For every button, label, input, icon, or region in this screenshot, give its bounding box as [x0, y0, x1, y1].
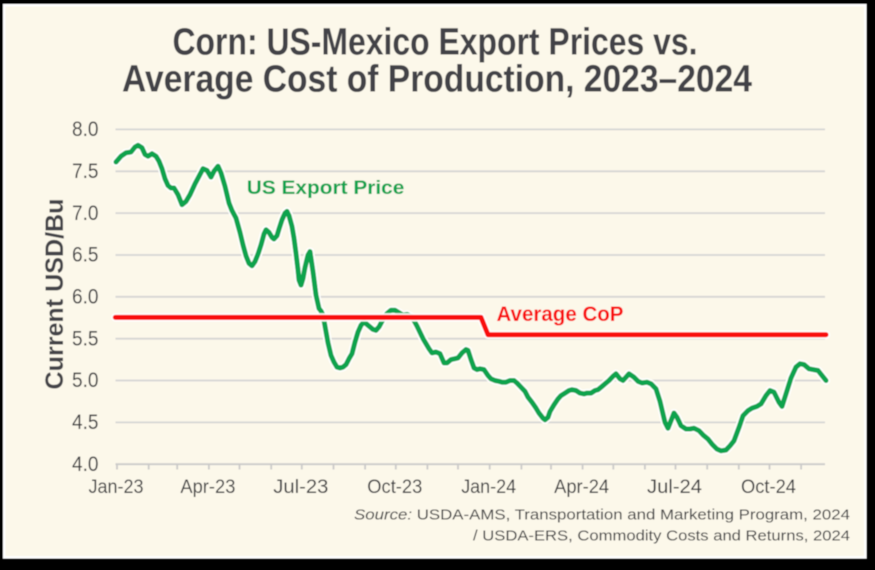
svg-text:7.0: 7.0: [72, 202, 99, 225]
svg-text:Jan-23: Jan-23: [89, 477, 144, 498]
svg-text:Average Cost of Production, 20: Average Cost of Production, 2023–2024: [122, 58, 752, 100]
svg-text:Current USD/Bu: Current USD/Bu: [41, 199, 69, 390]
svg-text:US Export Price: US Export Price: [247, 177, 405, 199]
svg-text:Jul-23: Jul-23: [273, 477, 328, 498]
svg-text:4.0: 4.0: [72, 453, 99, 476]
svg-text:6.5: 6.5: [72, 244, 99, 267]
svg-text:7.5: 7.5: [72, 160, 99, 183]
svg-text:Jan-24: Jan-24: [461, 477, 516, 498]
svg-text:Apr-23: Apr-23: [180, 477, 235, 498]
svg-text:Source: USDA-AMS, Transportati: Source: USDA-AMS, Transportation and Mar…: [354, 507, 850, 524]
svg-text:Oct-23: Oct-23: [367, 477, 422, 498]
svg-text:Apr-24: Apr-24: [554, 477, 609, 498]
svg-text:/ USDA-ERS, Commodity Costs an: / USDA-ERS, Commodity Costs and Returns,…: [473, 528, 850, 545]
svg-text:5.0: 5.0: [72, 369, 99, 392]
svg-text:Average CoP: Average CoP: [497, 303, 624, 326]
svg-text:4.5: 4.5: [72, 411, 99, 434]
svg-text:6.0: 6.0: [72, 286, 99, 309]
svg-text:8.0: 8.0: [72, 118, 99, 141]
svg-text:Corn: US-Mexico Export Prices: Corn: US-Mexico Export Prices vs.: [173, 21, 698, 63]
svg-text:Oct-24: Oct-24: [741, 477, 796, 498]
svg-text:Jul-24: Jul-24: [647, 477, 702, 498]
svg-text:5.5: 5.5: [72, 327, 99, 350]
